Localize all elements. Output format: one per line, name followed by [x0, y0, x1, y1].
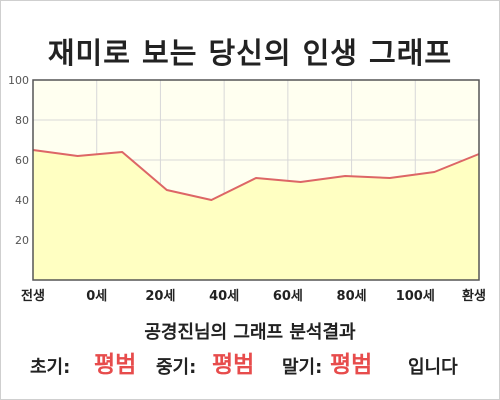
- late-label: 말기:: [282, 357, 323, 378]
- page-title: 재미로 보는 당신의 인생 그래프: [47, 36, 453, 70]
- late-value: 평범: [330, 352, 373, 378]
- x-tick-label: 전생: [21, 288, 45, 304]
- result-suffix: 입니다: [408, 357, 458, 378]
- y-tick-label: 40: [15, 194, 29, 207]
- x-tick-label: 환생: [462, 288, 486, 304]
- y-tick-label: 100: [8, 74, 29, 87]
- x-tick-label: 80세: [337, 289, 367, 304]
- x-tick-label: 40세: [209, 289, 239, 304]
- x-tick-label: 0세: [86, 289, 107, 304]
- early-value: 평범: [94, 352, 137, 378]
- y-axis: 100 80 60 40 20: [8, 74, 29, 247]
- x-tick-label: 100세: [396, 289, 435, 304]
- y-tick-label: 20: [15, 234, 29, 247]
- series-area: [33, 150, 479, 280]
- result-caption: 공경진님의 그래프 분석결과: [144, 322, 356, 343]
- y-tick-label: 60: [15, 154, 29, 167]
- plot-frame: [32, 79, 480, 281]
- mid-value: 평범: [212, 352, 255, 378]
- early-label: 초기:: [30, 357, 71, 378]
- x-axis: 전생 0세 20세 40세 60세 80세 100세 환생: [21, 288, 486, 304]
- mid-label: 중기:: [156, 357, 197, 378]
- y-tick-label: 80: [15, 114, 29, 127]
- x-tick-label: 60세: [273, 289, 303, 304]
- result-summary: 초기: 평범 중기: 평범 말기: 평범 입니다: [30, 345, 490, 379]
- x-tick-label: 20세: [145, 289, 175, 304]
